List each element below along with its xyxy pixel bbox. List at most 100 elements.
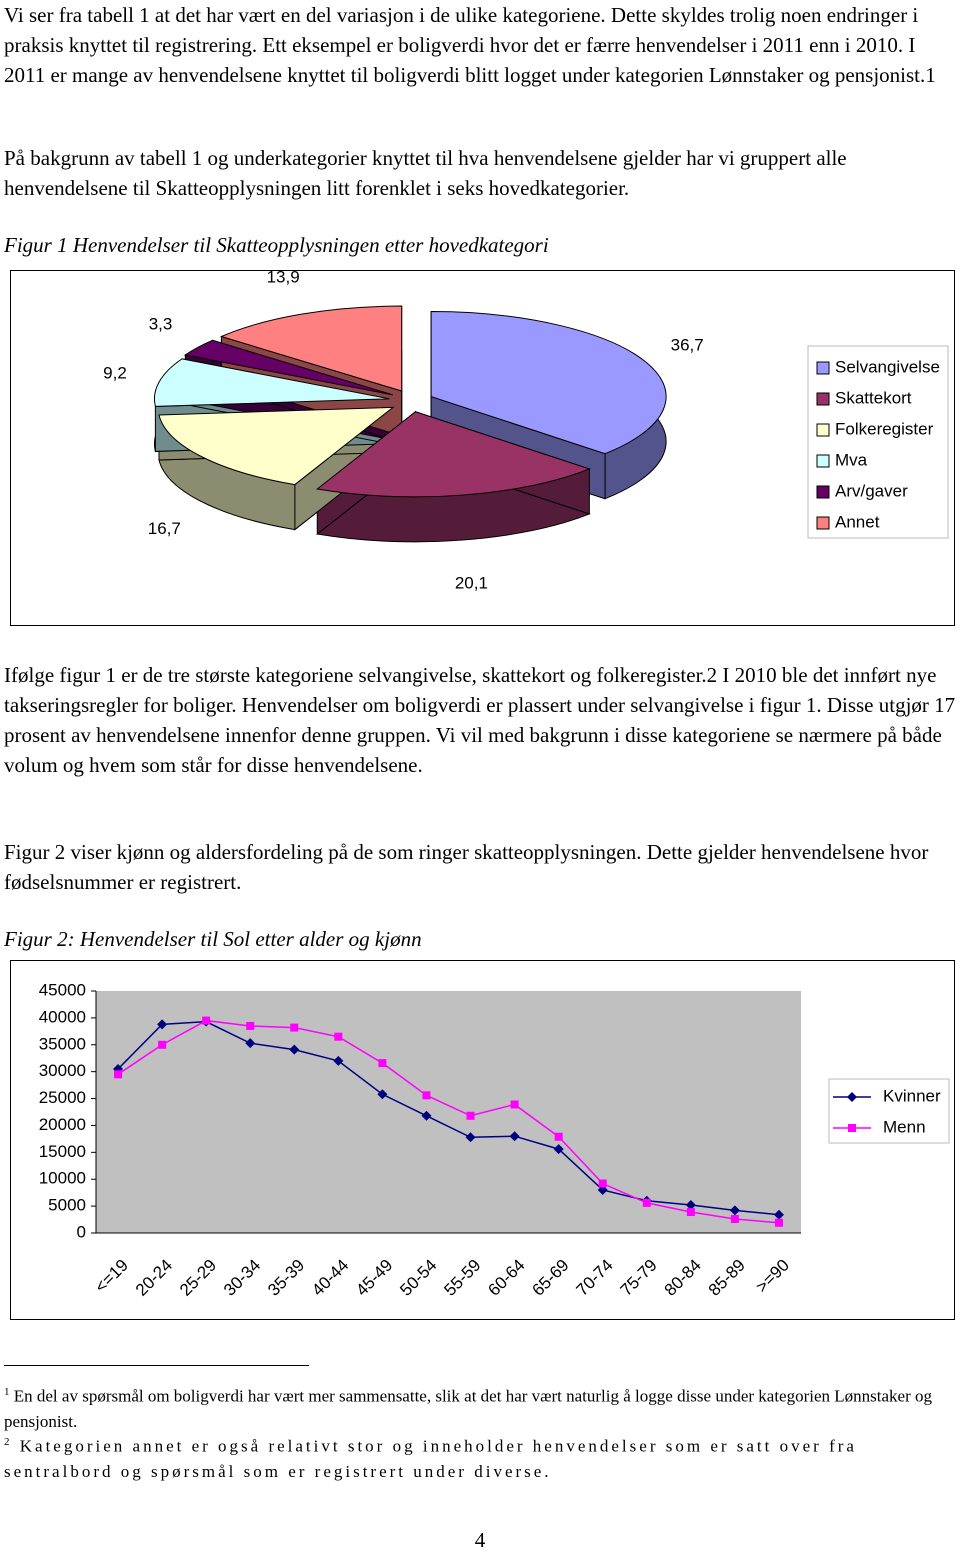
marker <box>773 1209 784 1220</box>
paragraph: På bakgrunn av tabell 1 og underkategori… <box>4 146 847 200</box>
footnote-number: 2 <box>4 1436 13 1448</box>
legend-label: Kvinner <box>883 1086 941 1105</box>
paragraph: Ifølge figur 1 er de tre største kategor… <box>4 663 956 777</box>
slice <box>153 358 390 407</box>
marker <box>729 1205 740 1216</box>
plot-area <box>96 991 801 1233</box>
marker <box>685 1200 696 1211</box>
y-tick-label: 10000 <box>39 1169 86 1188</box>
legend-marker <box>848 1124 856 1132</box>
legend-swatch <box>816 361 830 375</box>
footnote: 2 Kategorien annet er også relativt stor… <box>4 1430 944 1484</box>
marker <box>553 1144 564 1155</box>
slice <box>430 311 667 455</box>
marker <box>378 1059 387 1068</box>
data-label: 20,1 <box>455 574 488 593</box>
legend-label: Mva <box>835 450 868 469</box>
x-tick-label: 80-84 <box>661 1256 705 1300</box>
y-tick-label: 40000 <box>39 1007 86 1026</box>
x-tick-label: 20-24 <box>132 1256 176 1300</box>
y-tick-label: 0 <box>77 1222 86 1241</box>
page-number: 4 <box>474 1528 486 1552</box>
pie-chart: 36,7 20,1 16,7 9,2 3,3 13,9 Selvangivelse Skatt… <box>103 267 949 593</box>
marker <box>465 1132 476 1143</box>
marker <box>509 1131 520 1142</box>
data-label: 3,3 <box>149 315 173 334</box>
x-tick-label: <=19 <box>91 1256 132 1297</box>
marker <box>289 1044 300 1055</box>
marker <box>333 1055 344 1066</box>
y-tick-label: 45000 <box>39 980 86 999</box>
footnote-number: 1 <box>4 1386 10 1398</box>
legend-label: Skattekort <box>835 388 912 407</box>
marker <box>510 1100 519 1109</box>
legend-swatch <box>816 485 830 499</box>
marker <box>730 1215 739 1224</box>
data-label: 13,9 <box>267 271 300 286</box>
legend-label: Annet <box>835 512 880 531</box>
legend-label: Selvangivelse <box>835 357 940 376</box>
x-tick-label: 25-29 <box>176 1256 220 1300</box>
marker <box>598 1179 607 1188</box>
x-tick-label: 40-44 <box>308 1256 352 1300</box>
paragraph: Vi ser fra tabell 1 at det har vært en d… <box>4 3 936 87</box>
line-chart: 0 5000 10000 15000 20000 25000 30000 35000 40000… <box>39 980 950 1300</box>
paragraph: Figur 2 viser kjønn og aldersfordeling p… <box>4 840 929 894</box>
legend-box <box>807 345 949 539</box>
legend-swatch <box>816 516 830 530</box>
series-line <box>117 1020 780 1216</box>
x-tick-label: 75-79 <box>617 1256 661 1300</box>
legend-label: Menn <box>883 1117 926 1136</box>
footnote-text: En del av spørsmål om boligverdi har vær… <box>4 1386 932 1431</box>
marker <box>202 1016 211 1025</box>
marker <box>422 1091 431 1100</box>
marker <box>113 1063 124 1074</box>
x-tick-label: 45-49 <box>352 1256 396 1300</box>
data-label: 36,7 <box>671 335 704 354</box>
x-tick-label: 50-54 <box>396 1256 440 1300</box>
marker <box>157 1019 168 1030</box>
x-tick-label: 65-69 <box>528 1256 572 1300</box>
slice <box>158 406 395 486</box>
marker <box>290 1023 299 1032</box>
legend-swatch <box>816 392 830 406</box>
marker <box>158 1040 167 1049</box>
legend-swatch <box>816 454 830 468</box>
y-tick-label: 25000 <box>39 1088 86 1107</box>
y-tick-label: 30000 <box>39 1061 86 1080</box>
legend-label: Folkeregister <box>835 419 934 438</box>
marker <box>421 1110 432 1121</box>
chart-frame: 0 5000 10000 15000 20000 25000 30000 35000 40000… <box>10 960 955 1320</box>
legend-swatch <box>816 423 830 437</box>
x-tick-label: 35-39 <box>264 1256 308 1300</box>
marker <box>774 1218 783 1227</box>
y-tick-label: 35000 <box>39 1034 86 1053</box>
marker <box>245 1038 256 1049</box>
y-tick-label: 20000 <box>39 1115 86 1134</box>
x-tick-label: 70-74 <box>573 1256 617 1300</box>
x-tick-label: 85-89 <box>705 1256 749 1300</box>
footnote-text: Kategorien annet er også relativt stor o… <box>4 1436 857 1481</box>
slice <box>316 411 591 498</box>
slice-side <box>316 456 591 543</box>
chart-frame: 36,7 20,1 16,7 9,2 3,3 13,9 Selvangivelse Skatt… <box>10 267 955 626</box>
legend-box <box>828 1078 950 1144</box>
y-tick-label: 5000 <box>48 1196 86 1215</box>
marker <box>554 1132 563 1141</box>
legend-label: Arv/gaver <box>835 481 908 500</box>
series-line <box>117 1019 780 1224</box>
x-tick-label: >=90 <box>752 1256 793 1297</box>
footnote: 1 En del av spørsmål om boligverdi har v… <box>4 1380 944 1434</box>
marker <box>114 1070 123 1079</box>
legend-marker <box>847 1092 857 1102</box>
data-label: 9,2 <box>103 364 127 383</box>
y-tick-label: 15000 <box>39 1142 86 1161</box>
figure-caption: Figur 1 Henvendelser til Skatteopplysnin… <box>4 233 549 257</box>
slice <box>219 305 403 392</box>
marker <box>466 1111 475 1120</box>
marker <box>686 1208 695 1217</box>
marker <box>377 1089 388 1100</box>
data-label: 16,7 <box>148 519 181 538</box>
x-tick-label: 60-64 <box>484 1256 528 1300</box>
